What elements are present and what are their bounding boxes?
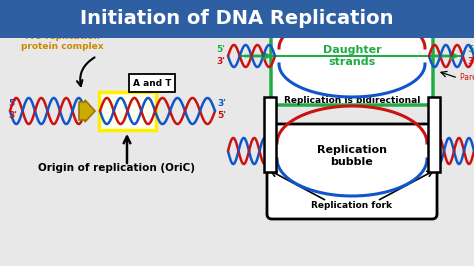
FancyBboxPatch shape — [428, 97, 440, 172]
Text: 5': 5' — [217, 111, 226, 120]
Text: Replication is bidirectional: Replication is bidirectional — [284, 96, 420, 105]
Text: A and T: A and T — [133, 78, 171, 88]
Text: 3': 3' — [217, 99, 226, 109]
Text: 3': 3' — [216, 57, 225, 66]
Text: 5': 5' — [8, 99, 17, 109]
Text: Replication
bubble: Replication bubble — [317, 145, 387, 167]
Text: 3': 3' — [8, 111, 17, 120]
Text: Daughter
strands: Daughter strands — [323, 45, 381, 67]
Text: Initiation of DNA Replication: Initiation of DNA Replication — [80, 10, 394, 28]
Text: 5': 5' — [216, 45, 225, 54]
Text: Replication fork: Replication fork — [311, 201, 392, 210]
FancyBboxPatch shape — [271, 15, 433, 105]
Text: 5': 5' — [467, 45, 474, 54]
Text: Parent strand: Parent strand — [460, 23, 474, 32]
FancyBboxPatch shape — [99, 92, 156, 130]
FancyBboxPatch shape — [0, 0, 474, 38]
Text: Pre-replication
protein complex: Pre-replication protein complex — [21, 32, 103, 51]
Text: Parent strand: Parent strand — [460, 73, 474, 82]
FancyArrow shape — [79, 100, 95, 122]
FancyBboxPatch shape — [264, 97, 276, 172]
Text: 3': 3' — [467, 57, 474, 66]
FancyBboxPatch shape — [267, 124, 437, 219]
Text: Origin of replication (OriC): Origin of replication (OriC) — [38, 163, 195, 173]
FancyBboxPatch shape — [129, 74, 175, 92]
